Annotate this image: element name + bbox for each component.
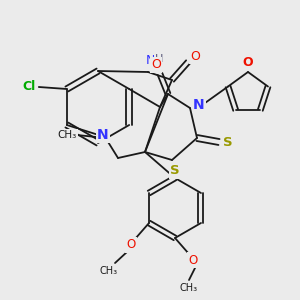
Text: Cl: Cl: [22, 80, 35, 94]
Text: CH₃: CH₃: [100, 266, 118, 276]
Text: CH₃: CH₃: [180, 283, 198, 293]
Text: S: S: [223, 136, 233, 149]
Text: CH₃: CH₃: [57, 130, 76, 140]
Text: O: O: [126, 238, 136, 251]
Text: O: O: [151, 58, 161, 71]
Text: N: N: [97, 128, 109, 142]
Text: N: N: [193, 98, 205, 112]
Text: O: O: [188, 254, 198, 266]
Text: N: N: [145, 55, 155, 68]
Text: H: H: [155, 54, 163, 64]
Text: O: O: [243, 56, 253, 70]
Text: O: O: [190, 50, 200, 62]
Text: S: S: [170, 164, 180, 178]
